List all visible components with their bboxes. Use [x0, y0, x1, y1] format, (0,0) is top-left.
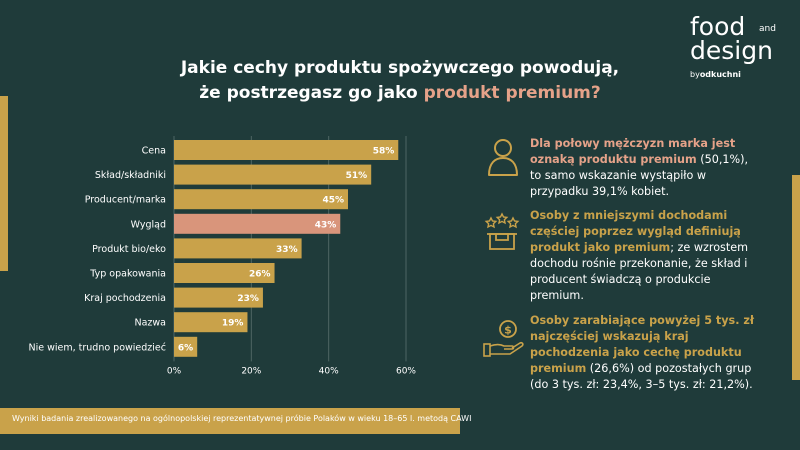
category-label: Nie wiem, trudno powiedzieć	[28, 342, 166, 353]
bar-value-label: 19%	[222, 319, 244, 329]
bar	[174, 164, 372, 185]
bar-value-label: 43%	[315, 220, 337, 230]
category-label: Nazwa	[134, 318, 166, 329]
bar-value-label: 23%	[237, 294, 259, 304]
left-accent-stripe	[0, 96, 8, 271]
bar	[174, 263, 275, 283]
category-label: Produkt bio/eko	[92, 244, 166, 255]
right-accent-stripe	[792, 175, 800, 380]
bar	[174, 312, 248, 333]
category-label: Cena	[142, 146, 166, 157]
logo-design: design	[690, 36, 773, 65]
bar-value-label: 6%	[178, 343, 193, 353]
x-tick-label: 0%	[167, 366, 182, 376]
svg-text:$: $	[504, 324, 512, 337]
title-highlight: produkt premium?	[423, 83, 601, 103]
logo-brand: odkuchni	[699, 70, 741, 79]
category-label: Wygląd	[131, 219, 166, 230]
category-label: Producent/marka	[85, 195, 166, 206]
note-men-brand: Dla połowy mężczyzn marka jest oznaką pr…	[530, 136, 760, 200]
bar	[174, 238, 302, 259]
category-label: Skład/składniki	[95, 170, 166, 181]
bar	[174, 140, 399, 160]
hand-money-icon: $	[482, 318, 526, 362]
x-tick-label: 40%	[319, 366, 339, 376]
person-icon	[486, 137, 520, 181]
title-line-2: że postrzegasz go jako produkt premium?	[150, 81, 650, 106]
logo-food: food	[690, 12, 746, 41]
note-1-highlight: Dla połowy mężczyzn marka jest oznaką pr…	[530, 137, 736, 166]
note-1-text: (50,1%), to samo wskazanie wystąpiło w p…	[530, 153, 749, 198]
bar-value-label: 58%	[373, 147, 395, 157]
title-line-1: Jakie cechy produktu spożywczego powoduj…	[180, 58, 620, 78]
footer-note: Wyniki badania zrealizowanego na ogólnop…	[12, 414, 472, 423]
logo-and: and	[759, 24, 776, 34]
note-3-text: (26,6%) od pozostałych grup (do 3 tys. z…	[530, 362, 753, 391]
note-income-appearance: Osoby z mniejszymi dochodami częściej po…	[530, 208, 766, 304]
bar	[174, 189, 348, 210]
note-2-highlight: Osoby z mniejszymi dochodami częściej po…	[530, 209, 741, 254]
logo-byline: byodkuchni	[690, 70, 741, 80]
title-line-2-prefix: że postrzegasz go jako	[199, 83, 424, 103]
bar-chart: 0% 20% 40% 60% Cena 58% Skład/składniki 51% Prod…	[28, 136, 416, 376]
note-high-income-origin: Osoby zarabiające powyżej 5 tys. zł najc…	[530, 313, 762, 393]
bar	[174, 213, 341, 234]
note-3-highlight: Osoby zarabiające powyżej 5 tys. zł najc…	[530, 314, 755, 375]
bar	[174, 287, 263, 308]
bar-value-label: 33%	[276, 245, 298, 255]
bar-value-label: 26%	[249, 270, 271, 280]
bar-value-label: 45%	[322, 196, 344, 206]
x-tick-label: 20%	[241, 366, 261, 376]
page-title: Jakie cechy produktu spożywczego powoduj…	[150, 56, 650, 106]
bar-value-label: 51%	[346, 171, 368, 181]
note-2-text: ; ze wzrostem dochodu rośnie przekonanie…	[530, 241, 749, 302]
footer-bar: Wyniki badania zrealizowanego na ogólnop…	[0, 408, 471, 434]
category-label: Typ opakowania	[89, 269, 166, 280]
logo-by: by	[690, 70, 700, 79]
bar	[174, 336, 198, 357]
x-tick-label: 60%	[396, 366, 416, 376]
category-label: Kraj pochodzenia	[84, 293, 166, 304]
shopping-box-stars-icon	[482, 212, 522, 256]
